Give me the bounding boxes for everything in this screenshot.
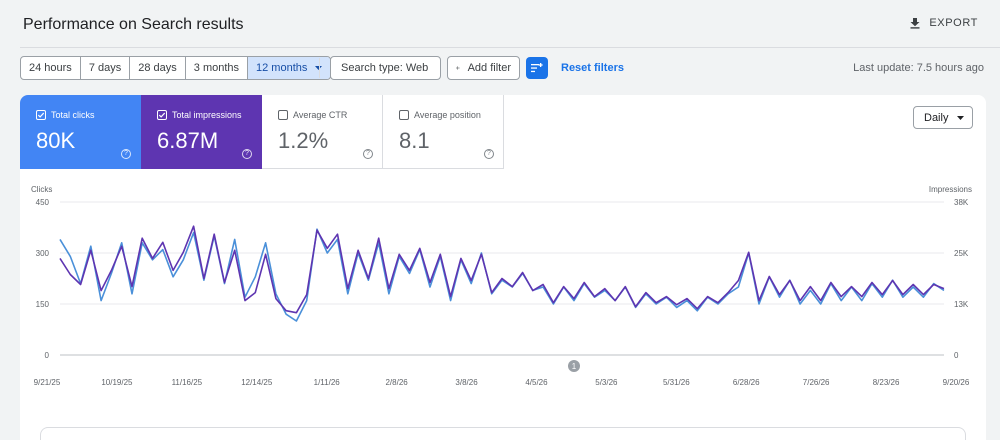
header-divider bbox=[20, 47, 1000, 48]
filter-settings-button[interactable] bbox=[526, 57, 548, 79]
series-line-impressions bbox=[59, 225, 945, 314]
annotation-marker bbox=[568, 360, 580, 372]
x-tick-label: 2/8/26 bbox=[385, 378, 408, 387]
x-tick-label: 12/14/25 bbox=[241, 378, 273, 387]
metric-label: Average position bbox=[414, 110, 481, 120]
help-icon[interactable]: ? bbox=[121, 149, 131, 159]
help-icon[interactable]: ? bbox=[484, 149, 494, 159]
range-12-months[interactable]: 12 months bbox=[248, 57, 331, 79]
checkbox-icon bbox=[278, 110, 288, 120]
granularity-label: Daily bbox=[924, 111, 949, 124]
y-left-tick-label: 300 bbox=[36, 249, 50, 258]
y-left-tick-label: 150 bbox=[36, 300, 50, 309]
chevron-down-icon bbox=[957, 115, 964, 120]
metric-header: Average CTR bbox=[278, 110, 347, 120]
range-12-months-label: 12 months bbox=[256, 62, 308, 74]
checkbox-icon bbox=[157, 110, 167, 120]
page-title: Performance on Search results bbox=[23, 16, 244, 33]
range-24-hours[interactable]: 24 hours bbox=[21, 57, 81, 79]
annotation-label: 1 bbox=[572, 362, 577, 371]
y-right-tick-label: 38K bbox=[954, 198, 969, 207]
x-tick-label: 7/26/26 bbox=[803, 378, 830, 387]
x-tick-label: 9/21/25 bbox=[34, 378, 61, 387]
x-tick-label: 4/5/26 bbox=[525, 378, 548, 387]
add-filter-label: Add filter bbox=[467, 62, 511, 74]
metric-value: 1.2% bbox=[278, 128, 329, 153]
y-right-tick-label: 0 bbox=[954, 351, 959, 360]
help-icon[interactable]: ? bbox=[363, 149, 373, 159]
left-axis-title: Clicks bbox=[31, 185, 52, 194]
results-table-panel bbox=[40, 427, 966, 440]
metric-value: 80K bbox=[36, 128, 76, 153]
export-label: EXPORT bbox=[929, 17, 978, 29]
range-3-months[interactable]: 3 months bbox=[186, 57, 249, 79]
metric-total-clicks[interactable]: Total clicks 80K ? bbox=[20, 95, 141, 169]
search-type-dropdown[interactable]: Search type: Web bbox=[330, 56, 441, 80]
y-left-tick-label: 450 bbox=[36, 198, 50, 207]
x-tick-label: 10/19/25 bbox=[101, 378, 133, 387]
y-left-tick-label: 0 bbox=[45, 351, 50, 360]
granularity-dropdown[interactable]: Daily bbox=[913, 106, 973, 129]
x-tick-label: 6/28/26 bbox=[733, 378, 760, 387]
x-tick-label: 8/23/26 bbox=[873, 378, 900, 387]
filter-divider bbox=[319, 58, 320, 78]
last-update-text: Last update: 7.5 hours ago bbox=[853, 62, 984, 74]
metric-label: Total clicks bbox=[51, 110, 95, 120]
search-type-label: Search type: Web bbox=[341, 62, 429, 74]
metric-header: Total clicks bbox=[36, 110, 95, 120]
x-tick-label: 1/11/26 bbox=[314, 378, 341, 387]
plus-icon bbox=[456, 66, 460, 70]
export-button[interactable]: EXPORT bbox=[909, 17, 978, 29]
filter-settings-icon bbox=[531, 63, 543, 73]
filter-bar: 24 hours 7 days 28 days 3 months 12 mont… bbox=[0, 56, 1000, 82]
x-tick-label: 5/31/26 bbox=[663, 378, 690, 387]
performance-card: Total clicks 80K ? Total impressions 6.8… bbox=[20, 95, 986, 440]
metric-value: 6.87M bbox=[157, 128, 219, 153]
y-right-tick-label: 25K bbox=[954, 249, 969, 258]
checkbox-icon bbox=[399, 110, 409, 120]
x-tick-label: 9/20/26 bbox=[943, 378, 970, 387]
range-28-days[interactable]: 28 days bbox=[130, 57, 186, 79]
reset-filters-link[interactable]: Reset filters bbox=[561, 62, 624, 74]
chevron-down-icon bbox=[315, 66, 323, 70]
metric-average-ctr[interactable]: Average CTR 1.2% ? bbox=[262, 95, 383, 169]
download-icon bbox=[910, 18, 920, 29]
metric-header: Average position bbox=[399, 110, 481, 120]
right-axis-title: Impressions bbox=[929, 185, 972, 194]
performance-chart: 450 38K 300 25K 150 13K 0 0 Clicks Impressions 9/2… bbox=[31, 185, 972, 387]
metric-average-position[interactable]: Average position 8.1 ? bbox=[383, 95, 504, 169]
date-range-selector: 24 hours 7 days 28 days 3 months 12 mont… bbox=[20, 56, 332, 80]
checkbox-icon bbox=[36, 110, 46, 120]
range-7-days[interactable]: 7 days bbox=[81, 57, 131, 79]
page-header: Performance on Search results EXPORT bbox=[0, 0, 1000, 48]
metric-label: Total impressions bbox=[172, 110, 242, 120]
x-tick-label: 11/16/25 bbox=[172, 378, 203, 387]
metric-total-impressions[interactable]: Total impressions 6.87M ? bbox=[141, 95, 262, 169]
x-tick-label: 3/8/26 bbox=[455, 378, 478, 387]
series-line-clicks bbox=[59, 228, 945, 322]
help-icon[interactable]: ? bbox=[242, 149, 252, 159]
x-tick-label: 5/3/26 bbox=[595, 378, 618, 387]
add-filter-button[interactable]: Add filter bbox=[447, 56, 520, 80]
metric-value: 8.1 bbox=[399, 128, 430, 153]
y-right-tick-label: 13K bbox=[954, 300, 969, 309]
metric-label: Average CTR bbox=[293, 110, 348, 120]
metric-header: Total impressions bbox=[157, 110, 242, 120]
